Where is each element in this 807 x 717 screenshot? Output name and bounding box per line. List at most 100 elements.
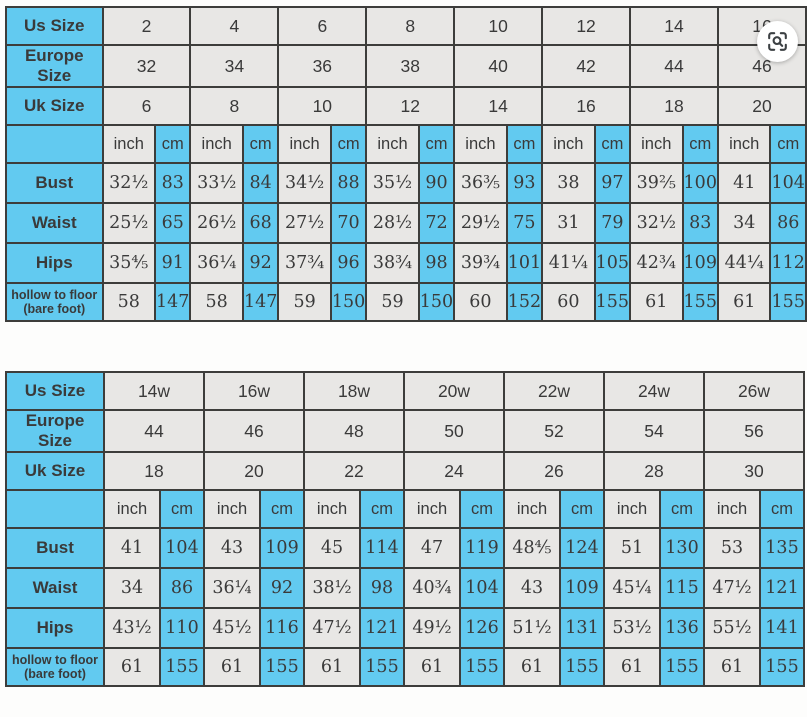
cm-value-cell: 104 <box>459 567 505 609</box>
inch-value-cell: 32½ <box>629 202 684 244</box>
row-label: Us Size <box>5 6 104 46</box>
size-cell: 24w <box>603 371 705 411</box>
unit-cm-cell: cm <box>593 124 632 164</box>
search-lens-button[interactable] <box>757 21 798 62</box>
unit-inch-cell: inch <box>303 489 361 529</box>
size-cell: 10 <box>453 6 544 46</box>
inch-value-cell: 43 <box>503 567 561 609</box>
cm-value-cell: 79 <box>593 202 632 244</box>
size-chart-page: Us Size 2 4 6 8 10 12 14 16 Europe Size 32 34 36 38 40… <box>5 6 807 687</box>
unit-inch-cell: inch <box>203 489 261 529</box>
inch-value-cell: 38½ <box>303 567 361 609</box>
cm-value-cell: 121 <box>759 567 805 609</box>
cm-value-cell: 110 <box>159 607 205 649</box>
inch-value-cell: 44¼ <box>716 242 772 284</box>
inch-value-cell: 43½ <box>103 607 161 649</box>
unit-inch-cell: inch <box>403 489 461 529</box>
size-row: Europe Size 32 34 36 38 40 42 44 46 <box>5 44 807 88</box>
size-cell: 12 <box>365 86 456 126</box>
cm-value-cell: 68 <box>241 202 280 244</box>
size-cell: 56 <box>703 409 805 453</box>
inch-value-cell: 61 <box>403 647 461 687</box>
cm-value-cell: 131 <box>559 607 605 649</box>
cm-value-cell: 155 <box>593 282 632 322</box>
unit-inch-cell: inch <box>503 489 561 529</box>
unit-cm-cell: cm <box>417 124 456 164</box>
cm-value-cell: 72 <box>417 202 456 244</box>
unit-row: inch cm inch cm inch cm inch cm inch cm inch cm inch… <box>5 489 805 529</box>
cm-value-cell: 155 <box>681 282 719 322</box>
cm-value-cell: 97 <box>593 162 632 204</box>
cm-value-cell: 92 <box>241 242 280 284</box>
unit-inch-cell: inch <box>716 124 772 164</box>
cm-value-cell: 104 <box>159 527 205 569</box>
inch-value-cell: 45¼ <box>603 567 661 609</box>
size-cell: 14 <box>629 6 719 46</box>
cm-value-cell: 109 <box>559 567 605 609</box>
unit-cm-cell: cm <box>329 124 368 164</box>
row-label: hollow to floor (bare foot) <box>5 282 104 322</box>
inch-value-cell: 45½ <box>203 607 261 649</box>
inch-value-cell: 39⅖ <box>629 162 684 204</box>
cm-value-cell: 152 <box>505 282 544 322</box>
cm-value-cell: 155 <box>759 647 805 687</box>
cm-value-cell: 141 <box>759 607 805 649</box>
inch-value-cell: 47½ <box>303 607 361 649</box>
cm-value-cell: 90 <box>417 162 456 204</box>
measure-row: Hips 43½ 110 45½ 116 47½ 121 49½ 126 51½ 131 53½ 136… <box>5 607 805 649</box>
measure-row: Bust 41 104 43 109 45 114 47 119 48⅘ 124 51 130 53 135 <box>5 527 805 569</box>
size-cell: 44 <box>103 409 205 453</box>
size-cell: 8 <box>189 86 280 126</box>
cm-value-cell: 114 <box>359 527 405 569</box>
cm-value-cell: 155 <box>559 647 605 687</box>
size-cell: 40 <box>453 44 544 88</box>
row-label: Hips <box>5 607 105 649</box>
cm-value-cell: 96 <box>329 242 368 284</box>
size-cell: 14 <box>453 86 544 126</box>
size-cell: 16w <box>203 371 305 411</box>
inch-value-cell: 26½ <box>189 202 244 244</box>
size-cell: 18 <box>629 86 719 126</box>
cm-value-cell: 126 <box>459 607 505 649</box>
size-cell: 50 <box>403 409 505 453</box>
unit-cm-cell: cm <box>659 489 705 529</box>
inch-value-cell: 34 <box>103 567 161 609</box>
cm-value-cell: 115 <box>659 567 705 609</box>
inch-value-cell: 39¾ <box>453 242 508 284</box>
unit-cm-cell: cm <box>759 489 805 529</box>
cm-value-cell: 83 <box>154 162 192 204</box>
size-cell: 20 <box>716 86 807 126</box>
inch-value-cell: 47½ <box>703 567 761 609</box>
inch-value-cell: 43 <box>203 527 261 569</box>
unit-inch-cell: inch <box>703 489 761 529</box>
cm-value-cell: 150 <box>417 282 456 322</box>
size-cell: 26 <box>503 451 605 491</box>
size-cell: 48 <box>303 409 405 453</box>
size-cell: 18 <box>103 451 205 491</box>
size-cell: 12 <box>541 6 632 46</box>
size-cell: 46 <box>203 409 305 453</box>
inch-value-cell: 38¾ <box>365 242 420 284</box>
size-cell: 14w <box>103 371 205 411</box>
measure-row: Waist 25½ 65 26½ 68 27½ 70 28½ 72 29½ 75 31 79 32½ 83 3… <box>5 202 807 244</box>
size-cell: 30 <box>703 451 805 491</box>
cm-value-cell: 121 <box>359 607 405 649</box>
row-label: Europe Size <box>5 44 104 88</box>
inch-value-cell: 51½ <box>503 607 561 649</box>
inch-value-cell: 41¼ <box>541 242 596 284</box>
cm-value-cell: 155 <box>359 647 405 687</box>
inch-value-cell: 34½ <box>277 162 332 204</box>
unit-inch-cell: inch <box>453 124 508 164</box>
inch-value-cell: 32½ <box>101 162 157 204</box>
inch-value-cell: 31 <box>541 202 596 244</box>
row-label: Bust <box>5 162 104 204</box>
cm-value-cell: 130 <box>659 527 705 569</box>
size-row: Europe Size 44 46 48 50 52 54 56 <box>5 409 805 453</box>
measure-row: Waist 34 86 36¼ 92 38½ 98 40¾ 104 43 109 45¼ 115 47½ 1… <box>5 567 805 609</box>
cm-value-cell: 91 <box>154 242 192 284</box>
size-cell: 8 <box>365 6 456 46</box>
inch-value-cell: 61 <box>629 282 684 322</box>
size-cell: 34 <box>189 44 280 88</box>
cm-value-cell: 109 <box>259 527 305 569</box>
cm-value-cell: 150 <box>329 282 368 322</box>
